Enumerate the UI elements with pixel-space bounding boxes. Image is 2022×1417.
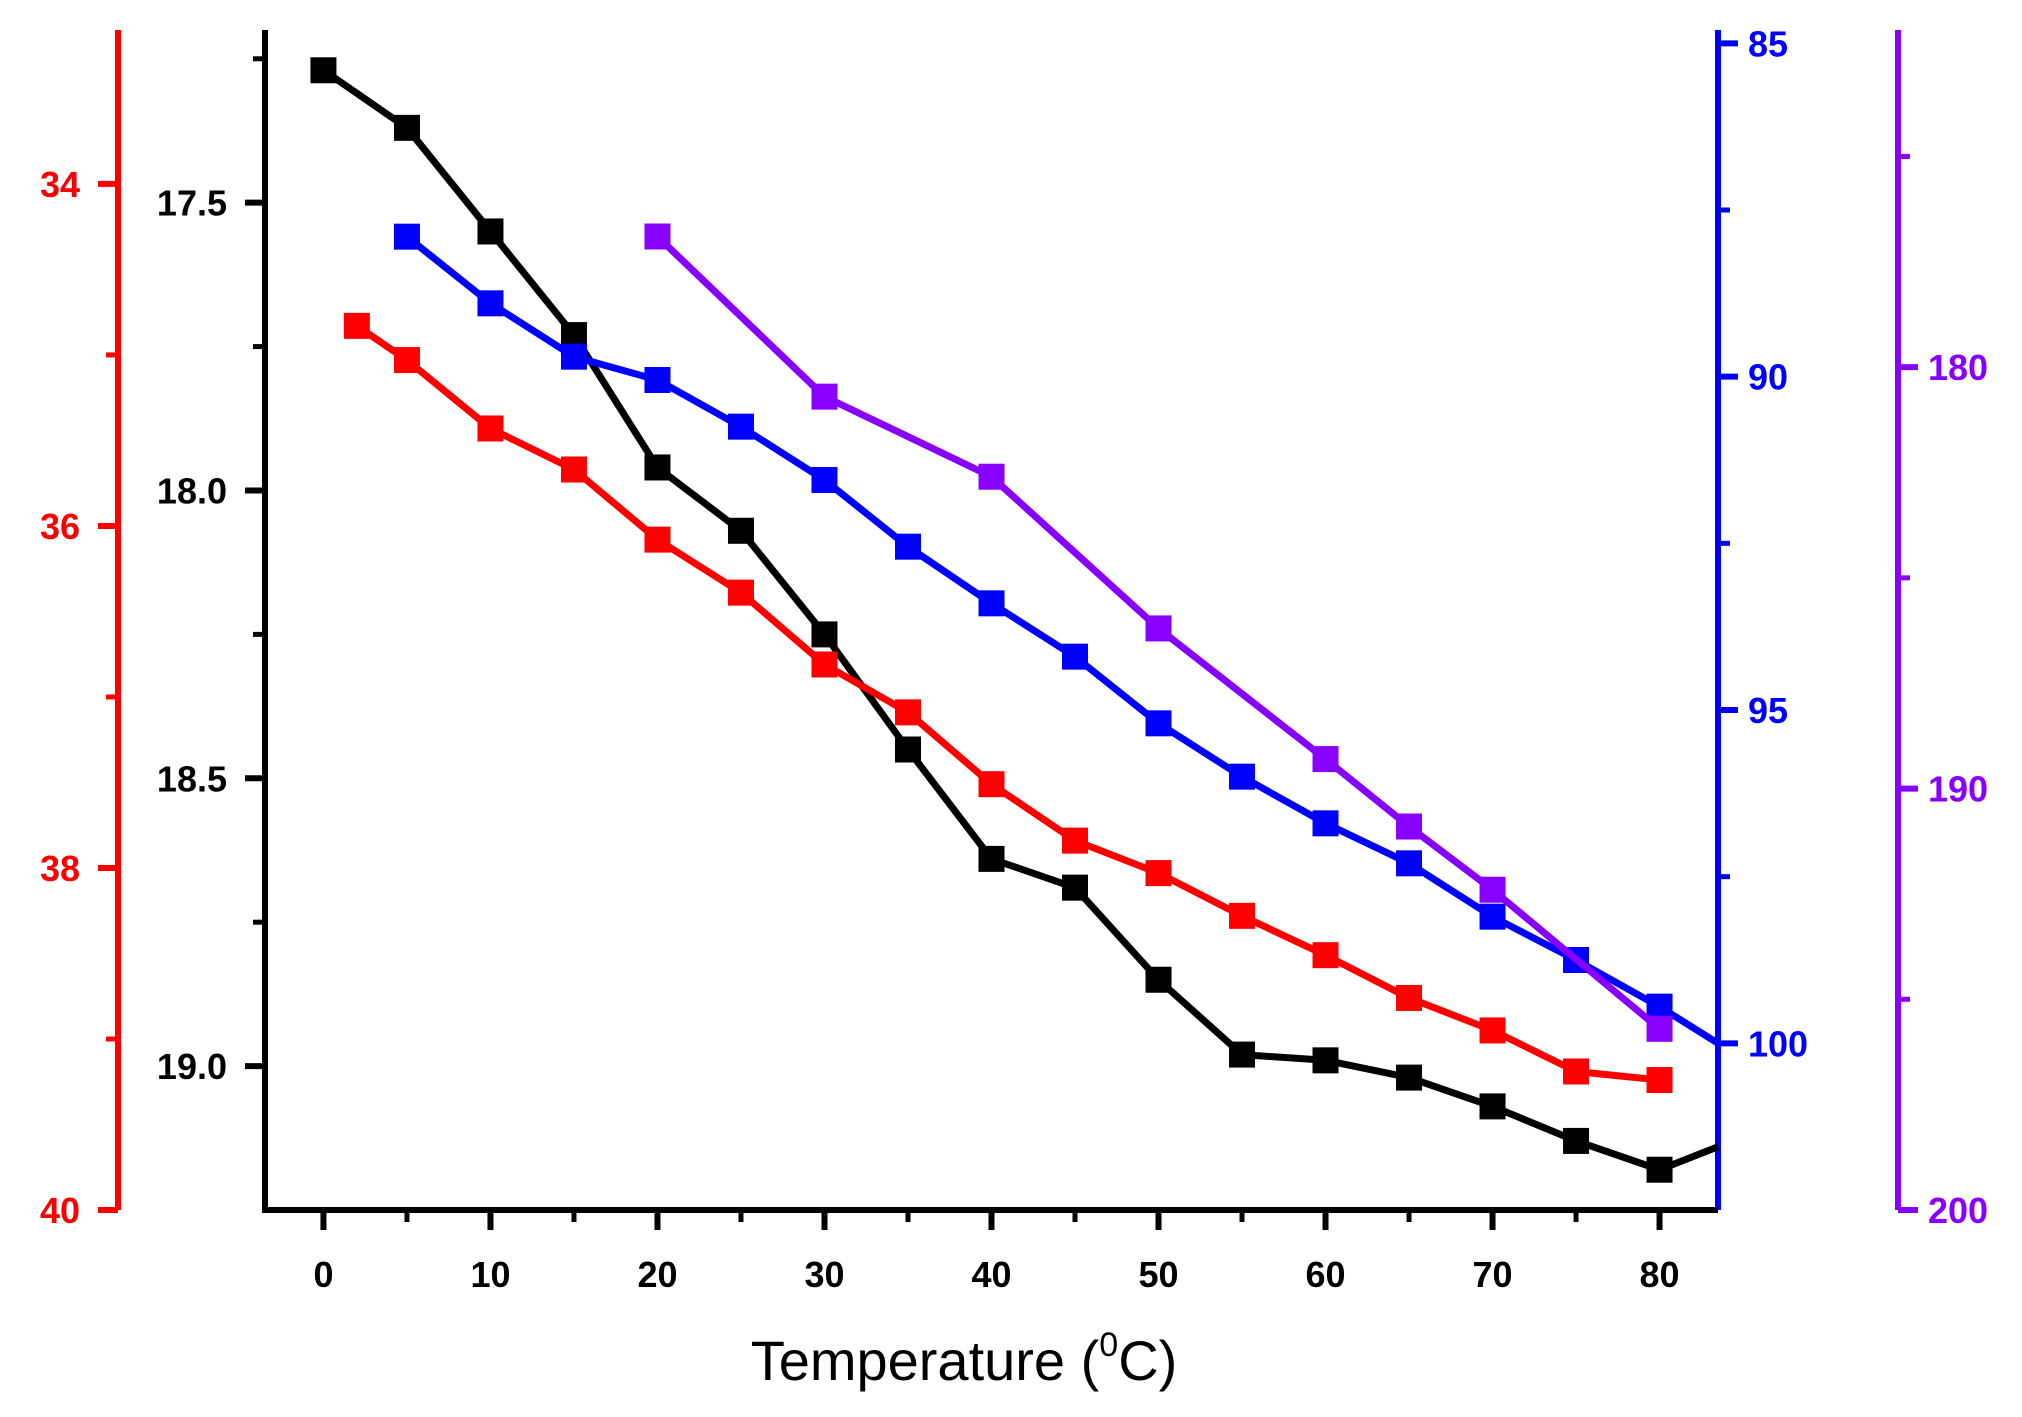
red-point (1396, 984, 1423, 1011)
black-series-line (321, 67, 1720, 1174)
blue-point (1646, 993, 1673, 1020)
x-tick-label: 70 (1473, 1254, 1513, 1295)
red-point (1145, 860, 1172, 887)
right-blue-tick-label: 95 (1748, 690, 1788, 731)
red-point (393, 347, 420, 374)
red-point (343, 312, 370, 339)
black-point (1646, 1156, 1673, 1183)
red-point (644, 526, 671, 553)
red-point (1229, 902, 1256, 929)
left-red-tick-label: 40 (40, 1190, 80, 1231)
blue-point (1062, 643, 1089, 670)
left-red-tick-label: 34 (40, 164, 80, 205)
x-axis-title-text: Temperature ( (751, 1329, 1100, 1392)
purple-point (1145, 615, 1172, 642)
right-blue-tick-label: 100 (1748, 1023, 1808, 1064)
x-tick-label: 80 (1640, 1254, 1680, 1295)
purple-point (978, 463, 1005, 490)
x-tick-label: 0 (313, 1254, 333, 1295)
purple-series-line (655, 233, 1662, 1032)
left-black-tick-label: 19.0 (157, 1046, 227, 1087)
x-tick-label: 60 (1305, 1254, 1345, 1295)
black-point (1563, 1127, 1590, 1154)
blue-point (811, 467, 838, 493)
red-point (1479, 1017, 1506, 1044)
x-tick-label: 20 (637, 1254, 677, 1295)
blue-point (894, 533, 921, 560)
x-axis-title-superscript: 0 (1099, 1326, 1118, 1364)
black-point (310, 57, 337, 84)
right-purple-tick-label: 190 (1928, 769, 1988, 810)
purple-point (644, 223, 671, 250)
series-layer (310, 57, 1720, 1183)
x-tick-label: 40 (971, 1254, 1011, 1295)
x-tick-label: 10 (470, 1254, 510, 1295)
x-axis-title-unit: C) (1118, 1329, 1177, 1392)
black-point (1062, 874, 1089, 901)
purple-point (1312, 746, 1339, 773)
black-point (393, 114, 420, 141)
red-point (477, 415, 504, 442)
red-point (1563, 1058, 1590, 1085)
black-point (978, 845, 1005, 872)
black-point (1396, 1064, 1423, 1091)
black-point (1145, 966, 1172, 993)
blue-series-line (404, 233, 1720, 1047)
black-point (727, 517, 754, 544)
blue-point (560, 343, 587, 370)
blue-point (1312, 810, 1339, 837)
blue-point (978, 590, 1005, 617)
red-series-line (354, 323, 1660, 1084)
red-point (727, 579, 754, 606)
left-red-tick-label: 36 (40, 506, 80, 547)
left-red-tick-label: 38 (40, 848, 80, 889)
right-purple-tick-label: 200 (1928, 1190, 1988, 1231)
left-black-tick-label: 18.5 (157, 758, 227, 799)
blue-point (727, 413, 754, 440)
purple-point (1479, 876, 1506, 903)
blue-point (1229, 763, 1256, 790)
red-point (1062, 827, 1089, 854)
x-axis-title: Temperature (0C) (751, 1326, 1178, 1392)
blue-point (1479, 903, 1506, 930)
left-black-tick-label: 17.5 (157, 183, 227, 224)
red-point (811, 651, 838, 678)
right-purple-tick-label: 180 (1928, 347, 1988, 388)
purple-point (1396, 813, 1423, 840)
axes-layer: 17.518.018.519.0343638408590951001801902… (40, 23, 1988, 1295)
red-point (978, 771, 1005, 798)
right-blue-tick-label: 85 (1748, 23, 1788, 64)
x-tick-label: 30 (804, 1254, 844, 1295)
blue-point (644, 367, 671, 393)
x-tick-label: 50 (1138, 1254, 1178, 1295)
left-black-tick-label: 18.0 (157, 470, 227, 511)
blue-point (477, 290, 504, 317)
blue-point (1396, 850, 1423, 877)
right-blue-tick-label: 90 (1748, 357, 1788, 398)
red-point (1646, 1067, 1673, 1094)
black-point (1229, 1041, 1256, 1068)
red-point (560, 456, 587, 483)
blue-point (1145, 710, 1172, 737)
black-point (811, 621, 838, 648)
purple-point (811, 383, 838, 410)
black-point (477, 218, 504, 245)
black-point (894, 736, 921, 763)
red-point (1312, 942, 1339, 969)
blue-point (393, 223, 420, 250)
black-point (644, 454, 671, 481)
black-point (1312, 1047, 1339, 1074)
purple-point (1646, 1015, 1673, 1042)
black-point (1479, 1093, 1506, 1120)
red-point (894, 699, 921, 726)
